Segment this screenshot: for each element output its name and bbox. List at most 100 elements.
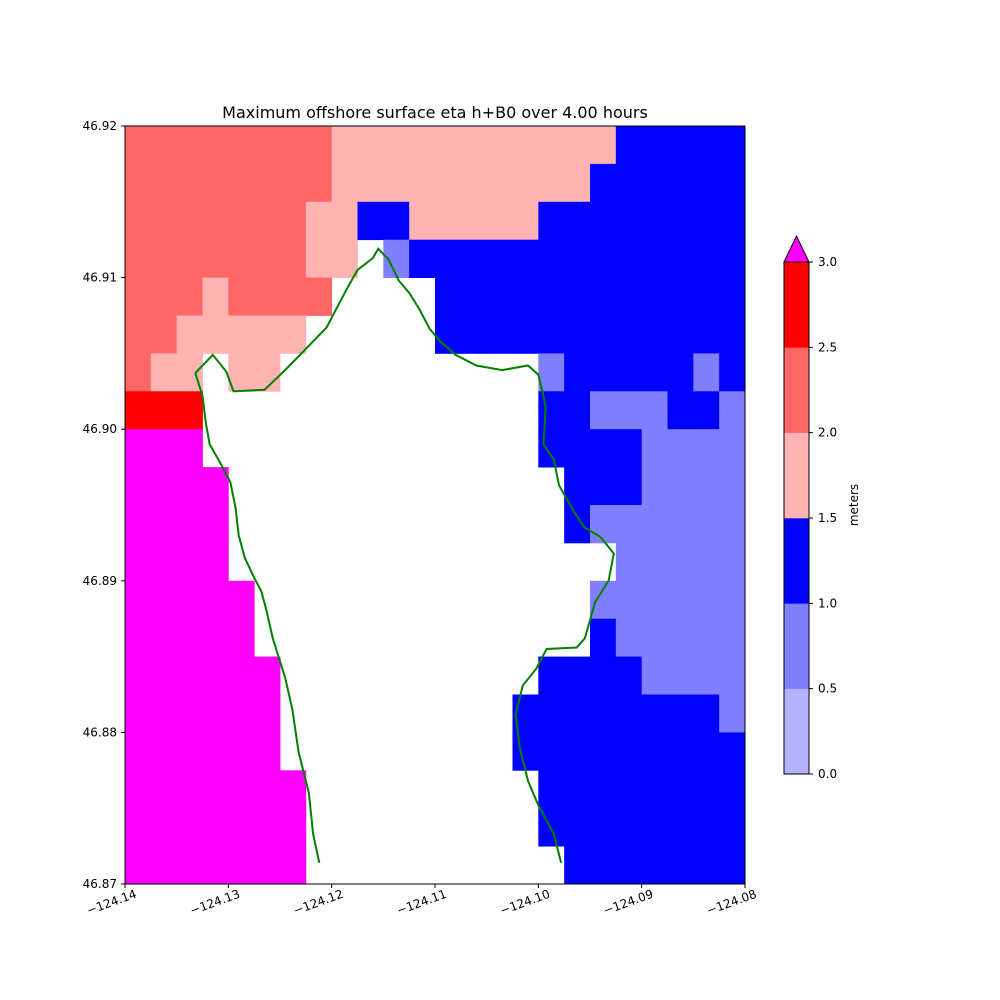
y-tick-label: 46.87 — [83, 877, 117, 891]
heatmap-cell — [564, 467, 643, 506]
heatmap-cell — [125, 201, 307, 241]
colorbar: 0.0 0.5 1.0 1.5 2.0 2.5 3.0 — [783, 234, 837, 781]
heatmap-cell — [125, 429, 203, 468]
heatmap-cell — [125, 808, 307, 847]
heatmap-cell — [125, 353, 152, 392]
y-tick-label: 46.92 — [83, 119, 117, 133]
heatmap-cell — [564, 846, 746, 885]
y-tick-label: 46.88 — [83, 725, 117, 739]
heatmap-cell — [125, 846, 307, 885]
heatmap-cell — [125, 467, 229, 506]
heatmap-cell — [409, 201, 539, 241]
heatmap-cell — [125, 277, 203, 316]
chart-title: Maximum offshore surface eta h+B0 over 4… — [222, 103, 648, 122]
heatmap-cell — [125, 656, 281, 695]
x-tick-label: −124.10 — [498, 887, 552, 918]
heatmap-cell — [538, 770, 746, 809]
heatmap-cell — [125, 315, 178, 354]
heatmap-cell — [202, 277, 229, 316]
heatmap-cell — [667, 391, 720, 430]
heatmap-cell — [125, 239, 307, 278]
y-axis: 46.87 46.88 46.89 46.90 46.91 46.92 — [83, 119, 125, 891]
colorbar-segment — [784, 347, 809, 433]
x-tick-label: −124.14 — [85, 887, 139, 918]
heatmap-cell — [641, 656, 746, 695]
x-tick-label: −124.11 — [395, 887, 449, 918]
colorbar-tick-label: 1.5 — [818, 511, 837, 525]
heatmap-cell — [125, 694, 281, 733]
colorbar-tick-label: 2.0 — [818, 426, 837, 440]
x-tick-label: −124.08 — [705, 887, 759, 918]
heatmap-cell — [331, 239, 358, 278]
heatmap-cell — [538, 808, 746, 847]
colorbar-segment — [784, 688, 809, 775]
y-tick-label: 46.90 — [83, 422, 117, 436]
heatmap-cell — [615, 542, 746, 582]
heatmap-cell — [125, 580, 255, 620]
x-tick-label: −124.09 — [601, 887, 655, 918]
heatmap-cell — [331, 163, 591, 203]
heatmap-cell — [590, 618, 617, 657]
x-axis: −124.14 −124.13 −124.12 −124.11 −124.10 −124.… — [85, 884, 759, 918]
heatmap-cell — [435, 277, 746, 316]
heatmap-cell — [590, 505, 746, 544]
heatmap-cell — [564, 505, 591, 544]
heatmap-cell — [435, 315, 746, 354]
y-tick-label: 46.89 — [83, 574, 117, 588]
heatmap-cell — [331, 126, 617, 165]
heatmap-cell — [228, 353, 281, 392]
heatmap-cell — [125, 618, 255, 657]
colorbar-tick-label: 1.0 — [818, 596, 837, 610]
heatmap-cell — [305, 201, 358, 241]
heatmap-cell — [305, 239, 333, 278]
heatmap-cell — [512, 694, 720, 733]
colorbar-tick-label: 0.5 — [818, 682, 837, 696]
colorbar-segment — [784, 262, 809, 348]
heatmap-cell — [615, 618, 746, 657]
x-tick-label: −124.12 — [291, 887, 345, 918]
heatmap-cell — [409, 239, 746, 278]
heatmap-cell — [719, 391, 746, 430]
colorbar-extend-arrow — [783, 234, 810, 263]
heatmap-cell — [512, 732, 746, 771]
coastline-path — [194, 372, 321, 864]
coastline-line — [194, 247, 615, 864]
heatmap-cell — [641, 467, 746, 506]
heatmap-cell — [125, 163, 333, 203]
heatmap-cell — [125, 542, 229, 582]
heatmap-cell — [357, 201, 410, 241]
colorbar-segment — [784, 518, 809, 604]
colorbar-tick-label: 0.0 — [818, 767, 837, 781]
heatmap-cell — [590, 163, 746, 203]
heatmap-cell — [538, 201, 746, 241]
heatmap-cells — [125, 126, 746, 885]
coastline-path — [194, 247, 615, 864]
x-tick-label: −124.13 — [188, 887, 242, 918]
heatmap-cell — [125, 505, 229, 544]
heatmap-cell — [615, 126, 746, 165]
colorbar-label: meters — [847, 484, 861, 526]
heatmap-cell — [693, 353, 720, 392]
heatmap-cell — [719, 353, 746, 392]
colorbar-tick-label: 2.5 — [818, 340, 837, 354]
colorbar-segment — [784, 603, 809, 689]
heatmap-cell — [538, 391, 591, 430]
heatmap-cell — [719, 694, 746, 733]
heatmap-cell — [125, 391, 203, 430]
heatmap-cell — [228, 277, 333, 316]
heatmap-cell — [150, 353, 203, 392]
heatmap-cell — [641, 429, 746, 468]
heatmap-cell — [538, 353, 565, 392]
heatmap-cell — [125, 126, 333, 165]
heatmap-cell — [538, 429, 643, 468]
heatmap-cell — [125, 732, 281, 771]
heatmap-cell — [176, 315, 307, 354]
heatmap-cell — [564, 353, 694, 392]
heatmap-cell — [538, 656, 643, 695]
colorbar-tick-label: 3.0 — [818, 255, 837, 269]
heatmap-cell — [125, 770, 307, 809]
heatmap-cell — [590, 580, 746, 620]
y-tick-label: 46.91 — [83, 271, 117, 285]
colorbar-segment — [784, 432, 809, 519]
